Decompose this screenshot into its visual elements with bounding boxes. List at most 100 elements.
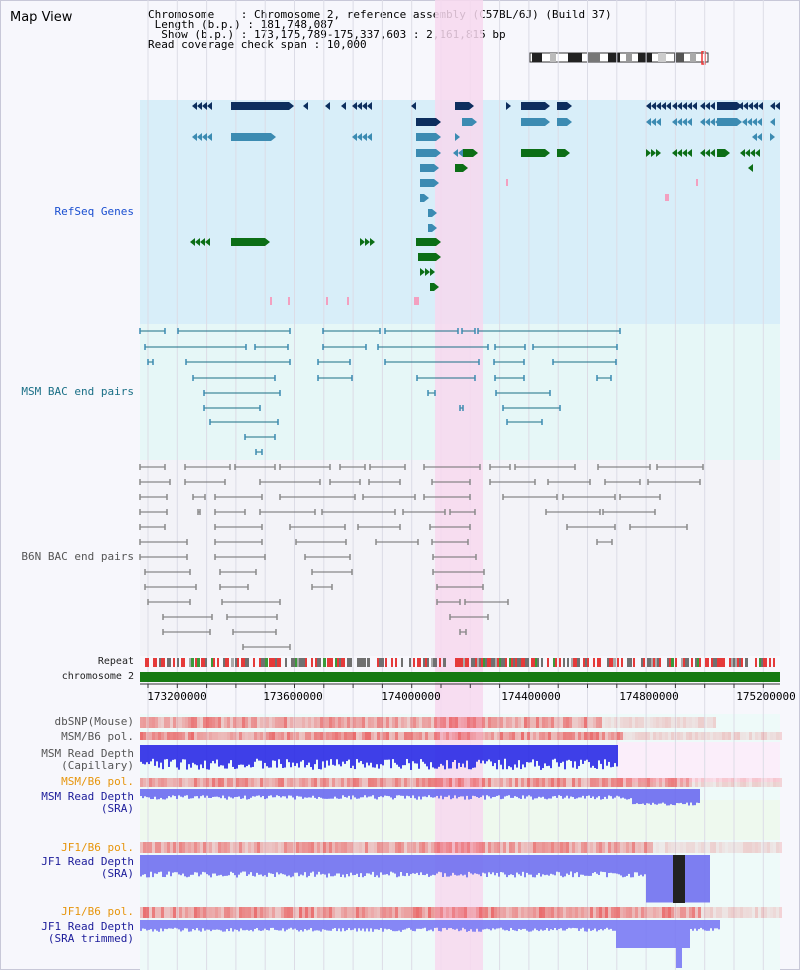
read-depth-tracks[interactable] [140,745,720,968]
length-key: Length (b.p.) [154,18,241,31]
depth-bar [408,789,410,797]
coverage-value: 10,000 [326,38,367,51]
heat-cell [740,842,743,853]
msm-bac-track[interactable] [139,328,621,455]
heat-cell [557,717,560,728]
depth-bar [478,789,480,798]
depth-bar [248,745,250,765]
depth-bar [224,745,226,769]
heat-cell [650,842,653,853]
repeat-element [459,658,461,667]
heat-cell [389,907,392,918]
heat-cell [578,778,581,787]
heat-cell [446,717,449,728]
heat-cell [290,907,293,918]
depth-bar [558,745,560,767]
depth-bar [426,855,428,874]
depth-bar [658,920,660,948]
depth-bar [666,920,668,948]
gene-arrow [434,164,439,172]
heat-cell [230,778,233,787]
b6n-bac-track[interactable] [139,464,704,650]
heat-cell [722,907,725,918]
depth-bar [510,855,512,875]
repeat-track[interactable] [145,658,775,667]
depth-bar [356,745,358,760]
depth-bar [500,855,502,873]
gene-arrow [271,133,276,141]
depth-bar [530,789,532,797]
gene-arrow [436,149,441,157]
depth-bar [166,855,168,875]
heat-cell [551,842,554,853]
depth-bar [548,920,550,931]
heat-cell [275,907,278,918]
depth-bar [658,789,660,804]
heat-cell [272,842,275,853]
heat-cell [557,907,560,918]
heat-cell [158,732,161,740]
depth-bar [234,745,236,769]
depth-bar [552,920,554,931]
heat-cell [275,717,278,728]
heat-cell [389,732,392,740]
depth-bar [344,745,346,764]
heat-cell [641,778,644,787]
depth-bar [644,789,646,805]
depth-bar [396,920,398,932]
heat-cell [623,778,626,787]
heat-cell [614,778,617,787]
depth-bar [718,920,720,930]
depth-bar [446,745,448,761]
depth-bar [298,789,300,797]
heat-cell [368,778,371,787]
heat-cell [296,842,299,853]
heat-cell [578,717,581,728]
heat-cell [404,717,407,728]
refseq-genes-track[interactable] [190,102,780,305]
depth-bar [152,789,154,800]
heat-cell [311,842,314,853]
depth-bar [516,745,518,768]
depth-bar [444,789,446,797]
depth-bar [392,855,394,873]
heat-cell [485,732,488,740]
heat-cell [182,842,185,853]
heat-cell [278,778,281,787]
repeat-element [511,658,513,667]
depth-bar [230,789,232,798]
heat-cell [473,907,476,918]
heat-cell [773,778,776,787]
heat-cell [563,778,566,787]
chromosome-ideogram[interactable] [528,51,714,65]
depth-bar [468,789,470,800]
heat-cell [350,907,353,918]
heat-cell [569,717,572,728]
depth-bar [368,855,370,874]
heat-cell [599,842,602,853]
depth-bar [284,789,286,797]
heat-cell [617,732,620,740]
heat-cell [575,907,578,918]
depth-bar [378,855,380,878]
depth-bar [276,855,278,873]
depth-bar [618,920,620,948]
depth-bar [574,745,576,762]
depth-bar [466,855,468,878]
heat-cell [176,717,179,728]
heat-cell [362,732,365,740]
gene-arrow [682,118,687,126]
depth-bar [500,745,502,765]
heat-cell [308,778,311,787]
depth-bar [336,745,338,760]
depth-bar [238,855,240,875]
heat-cell [530,907,533,918]
gene-arrow [436,118,441,126]
depth-bar [350,789,352,800]
length-value: 181,748,087 [260,18,334,31]
heatmap-tracks[interactable] [140,717,782,918]
heat-cell [647,778,650,787]
chromosome-bar[interactable] [140,672,780,682]
repeat-element [343,658,345,667]
